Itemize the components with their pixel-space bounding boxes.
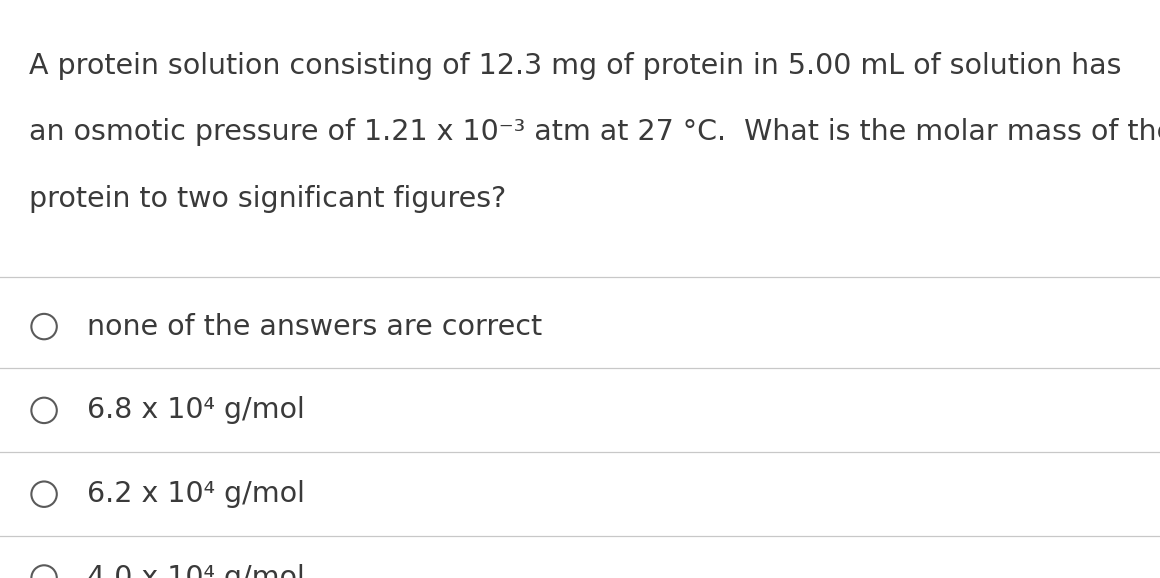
Text: 6.8 x 10⁴ g/mol: 6.8 x 10⁴ g/mol [87, 397, 305, 424]
Text: A protein solution consisting of 12.3 mg of protein in 5.00 mL of solution has: A protein solution consisting of 12.3 mg… [29, 52, 1122, 80]
Text: protein to two significant figures?: protein to two significant figures? [29, 185, 506, 213]
Text: an osmotic pressure of 1.21 x 10⁻³ atm at 27 °C.  What is the molar mass of the: an osmotic pressure of 1.21 x 10⁻³ atm a… [29, 118, 1160, 146]
Text: none of the answers are correct: none of the answers are correct [87, 313, 542, 340]
Text: 4.0 x 10⁴ g/mol: 4.0 x 10⁴ g/mol [87, 564, 305, 578]
Text: 6.2 x 10⁴ g/mol: 6.2 x 10⁴ g/mol [87, 480, 305, 508]
